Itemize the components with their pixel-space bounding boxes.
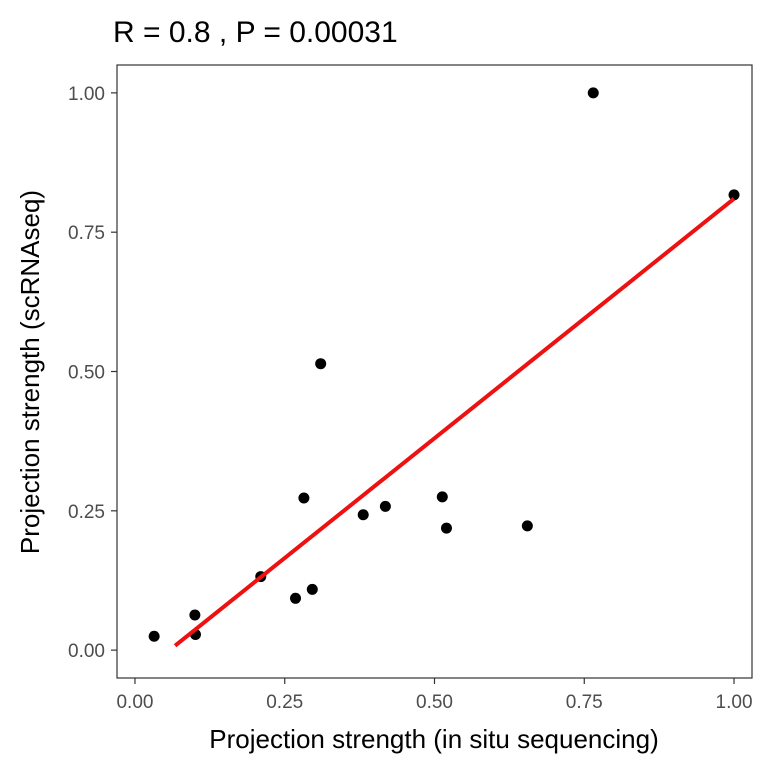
x-tick-label: 0.00: [116, 692, 153, 713]
data-points: [148, 87, 740, 642]
data-point: [440, 522, 452, 534]
data-point: [521, 520, 533, 532]
y-tick-label: 1.00: [68, 84, 105, 105]
data-point: [728, 189, 740, 201]
y-tick-label: 0.50: [68, 363, 105, 384]
data-point: [298, 492, 310, 504]
x-axis-ticks: 0.00 0.25 0.50 0.75 1.00: [116, 678, 753, 713]
data-point: [436, 491, 448, 503]
data-point: [315, 358, 327, 370]
data-point: [587, 87, 599, 99]
chart-title: R = 0.8 , P = 0.00031: [113, 16, 398, 49]
data-point: [290, 592, 302, 604]
y-tick-label: 0.25: [68, 502, 105, 523]
data-point: [148, 630, 160, 642]
data-point: [379, 500, 391, 512]
data-point: [189, 609, 201, 621]
plot-panel: [116, 64, 753, 679]
y-tick-label: 0.75: [68, 223, 105, 244]
y-axis-title: Projection strength (scRNAseq): [15, 190, 45, 554]
x-tick-label: 0.50: [416, 692, 453, 713]
data-point: [306, 583, 318, 595]
y-tick-label: 0.00: [68, 641, 105, 662]
regression-line: [173, 197, 736, 648]
x-axis-title: Projection strength (in situ sequencing): [209, 724, 658, 754]
y-axis-ticks: 0.00 0.25 0.50 0.75 1.00: [68, 84, 117, 662]
x-tick-label: 0.75: [566, 692, 603, 713]
data-point: [357, 509, 369, 521]
x-tick-label: 1.00: [716, 692, 753, 713]
x-tick-label: 0.25: [266, 692, 303, 713]
